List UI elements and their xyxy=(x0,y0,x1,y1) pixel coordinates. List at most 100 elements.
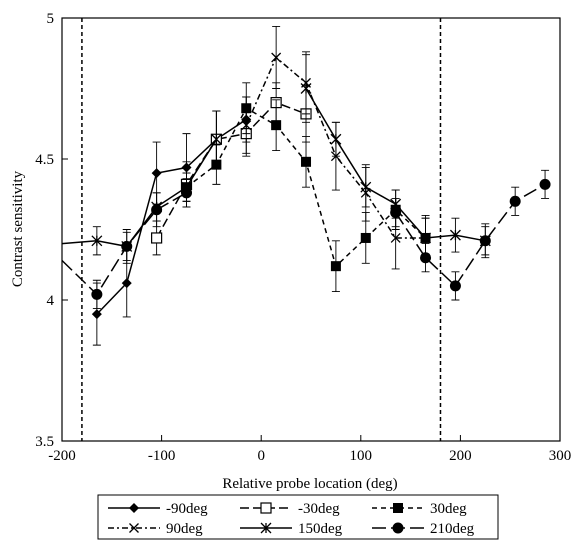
series-4-wrap0 xyxy=(62,110,222,261)
data-point-3-1-shape xyxy=(271,52,282,63)
legend-label: 90deg xyxy=(166,521,203,537)
series-5 xyxy=(390,169,551,301)
data-point-5-wrap1-1 xyxy=(121,240,133,252)
data-point-4-5-shape xyxy=(449,229,461,241)
legend-label: 150deg xyxy=(298,521,343,537)
data-point-5-4-shape xyxy=(509,195,521,207)
data-point-5-3 xyxy=(479,235,491,247)
data-point-5-0-shape xyxy=(390,207,402,219)
data-point-4-2-shape xyxy=(360,181,372,193)
legend-box xyxy=(97,494,499,540)
data-point-0-1-shape xyxy=(121,278,132,289)
data-point-5-5-shape xyxy=(539,178,551,190)
legend-marker-1 xyxy=(260,502,272,514)
data-point-3-5 xyxy=(390,233,401,243)
data-point-4-0-shape xyxy=(300,83,312,94)
data-point-5-4 xyxy=(509,195,521,207)
y-tick-label: 5 xyxy=(47,11,55,27)
data-point-0-0-shape xyxy=(91,309,102,320)
legend-label: 210deg xyxy=(430,521,475,537)
x-tick-label: 0 xyxy=(257,448,265,464)
data-point-3-0 xyxy=(241,120,252,131)
data-point-5-3-shape xyxy=(479,235,491,247)
x-tick-label: -100 xyxy=(148,448,176,464)
data-point-4-wrap0-4 xyxy=(210,133,222,145)
data-point-5-2-shape xyxy=(449,280,461,292)
data-point-2-6-shape xyxy=(360,232,371,243)
legend: -90deg -30deg 30deg 90deg 150deg 210deg xyxy=(97,494,499,540)
legend-entry-2: 30deg xyxy=(372,501,467,517)
data-point-4-wrap0-4-shape xyxy=(210,133,222,145)
plot-frame xyxy=(61,17,561,442)
data-point-2-3-shape xyxy=(271,120,282,131)
data-point-5-1 xyxy=(420,252,432,264)
data-point-5-0 xyxy=(390,207,402,219)
data-point-5-wrap1-0-shape xyxy=(91,288,103,300)
legend-marker-0 xyxy=(129,503,139,513)
series-line-1 xyxy=(155,101,307,239)
legend-label: -30deg xyxy=(298,501,340,517)
legend-marker-5-shape xyxy=(392,522,404,534)
data-point-4-4-shape xyxy=(420,232,431,244)
data-point-2-5 xyxy=(330,261,341,272)
data-point-4-2 xyxy=(360,181,372,193)
legend-entry-3: 90deg xyxy=(108,521,203,537)
data-point-4-4 xyxy=(420,232,431,244)
series-5-wrap1 xyxy=(62,178,192,309)
y-tick-label: 3.5 xyxy=(35,434,54,450)
data-point-4-0 xyxy=(300,83,312,94)
axes: -200 -100 0 100 200 300 3.5 4 4.5 5 xyxy=(35,11,571,464)
legend-marker-2-shape xyxy=(393,503,403,513)
data-point-5-5 xyxy=(539,178,551,190)
data-point-4-wrap0-0-shape xyxy=(91,235,103,247)
data-point-1-0-shape xyxy=(151,232,163,244)
series-line-4-wrap0 xyxy=(62,138,218,248)
data-point-2-6 xyxy=(360,232,371,243)
x-tick-label: 200 xyxy=(449,448,472,464)
data-point-0-2 xyxy=(151,168,162,179)
y-tick-label: 4.5 xyxy=(35,152,54,168)
legend-marker-3 xyxy=(129,523,139,533)
x-tick-label: 300 xyxy=(549,448,572,464)
legend-marker-0-shape xyxy=(129,503,139,513)
data-point-0-1 xyxy=(121,278,132,289)
data-point-4-1-shape xyxy=(330,133,342,145)
legend-label: -90deg xyxy=(166,501,208,517)
legend-label: 30deg xyxy=(430,501,467,517)
y-tick-label: 4 xyxy=(47,293,55,309)
data-point-5-2 xyxy=(449,280,461,292)
data-point-0-2-shape xyxy=(151,168,162,179)
legend-entry-5: 210deg xyxy=(372,521,475,537)
data-point-4-1 xyxy=(330,133,342,145)
data-point-1-0 xyxy=(151,232,163,244)
legend-marker-3-shape xyxy=(129,523,139,533)
legend-marker-5 xyxy=(392,522,404,534)
legend-entry-1: -30deg xyxy=(240,501,340,517)
plot-clipped-group xyxy=(62,18,551,441)
legend-marker-2 xyxy=(393,503,403,513)
x-tick-label: -200 xyxy=(48,448,76,464)
data-point-4-5 xyxy=(449,229,461,241)
data-point-3-5-shape xyxy=(390,233,401,243)
x-tick-label: 100 xyxy=(350,448,373,464)
data-point-3-1 xyxy=(271,52,282,63)
data-point-2-3 xyxy=(271,120,282,131)
legend-marker-4-shape xyxy=(260,522,272,534)
data-point-5-1-shape xyxy=(420,252,432,264)
legend-marker-1-shape xyxy=(260,502,272,514)
legend-entry-4: 150deg xyxy=(240,521,343,537)
legend-entry-0: -90deg xyxy=(108,501,208,517)
series-line-0 xyxy=(96,118,247,315)
data-point-5-wrap1-3 xyxy=(181,187,192,199)
data-point-2-5-shape xyxy=(330,261,341,272)
data-point-5-wrap1-1-shape xyxy=(121,240,133,252)
x-axis-title: Relative probe location (deg) xyxy=(222,476,397,492)
data-point-0-0 xyxy=(91,309,102,320)
data-point-3-0-shape xyxy=(241,120,252,131)
data-point-4-wrap0-0 xyxy=(91,235,103,247)
data-point-5-wrap1-2 xyxy=(151,204,163,216)
series-0 xyxy=(91,96,252,346)
y-axis-title: Contrast sensitivity xyxy=(10,170,26,287)
legend-marker-4 xyxy=(260,522,272,534)
